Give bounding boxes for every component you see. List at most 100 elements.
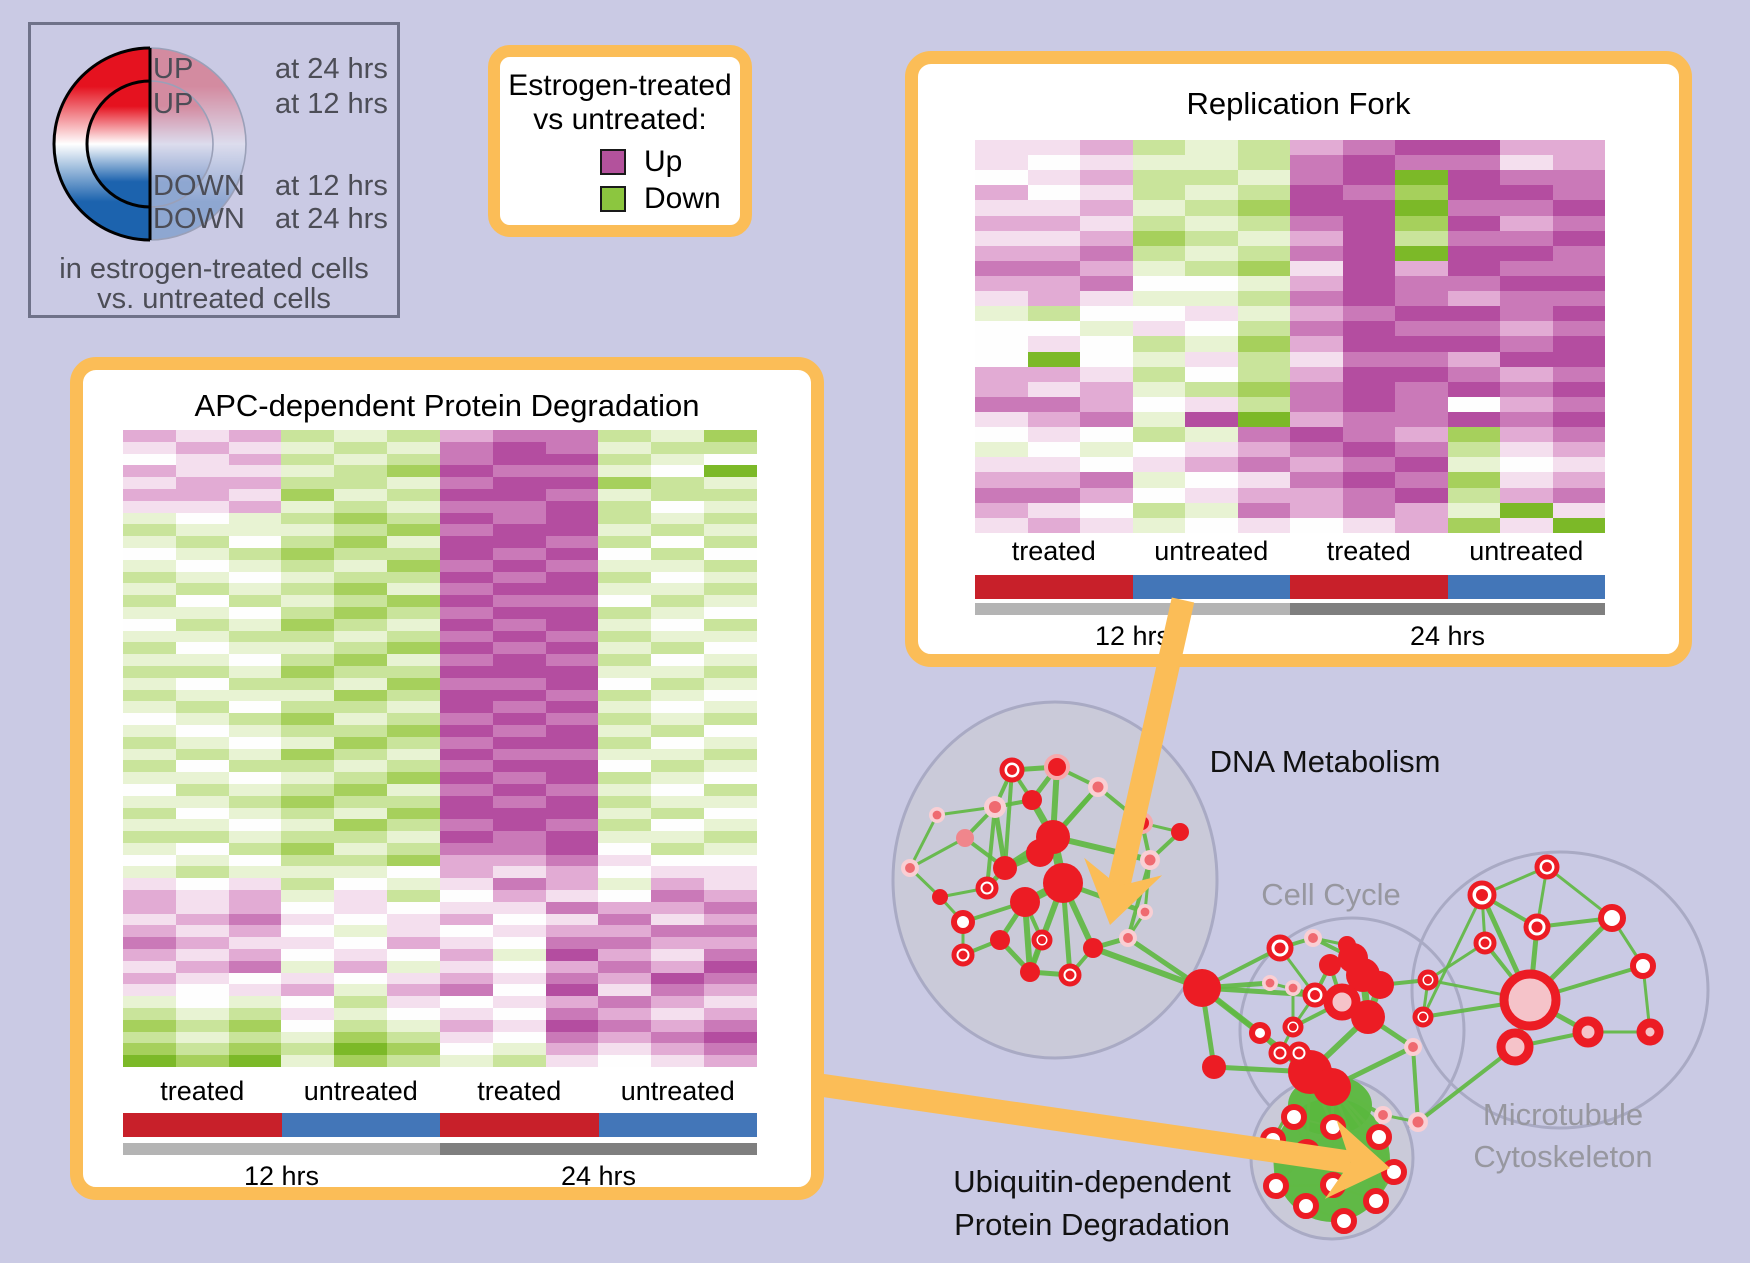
network-edge (1343, 1200, 1377, 1222)
network-edge (993, 769, 1014, 808)
heatmap-cell (545, 724, 599, 737)
heatmap-row (123, 724, 757, 737)
heatmap-cell (387, 1043, 440, 1056)
heatmap-cell (334, 807, 388, 820)
heatmap-cell (1237, 291, 1290, 307)
network-node (1366, 1124, 1392, 1150)
heatmap-cell (545, 488, 599, 501)
heatmap-cell (704, 713, 757, 725)
heatmap-cell (281, 654, 335, 666)
network-edge (1330, 1085, 1381, 1139)
scale-direction-label: DOWN (153, 170, 245, 202)
heatmap-cell (545, 854, 599, 867)
heatmap-cell (281, 949, 335, 961)
network-edge (963, 836, 1007, 870)
heatmap-cell (545, 984, 599, 997)
heatmap-cell (1290, 381, 1343, 397)
network-node-core (1542, 862, 1552, 872)
heatmap-cell (1500, 381, 1553, 397)
network-node (1263, 1173, 1289, 1199)
heatmap-cell (228, 760, 282, 773)
heatmap-cell (975, 155, 1028, 171)
condition-group-label: treated (477, 1076, 562, 1106)
network-edge (1610, 917, 1645, 967)
heatmap-cell (175, 618, 229, 631)
heatmap-cell (175, 512, 229, 525)
heatmap-cell (598, 748, 652, 761)
heatmap-cell (1290, 260, 1343, 276)
network-edge (1027, 881, 1066, 974)
heatmap-cell (1342, 502, 1395, 518)
heatmap-cell (334, 465, 388, 478)
heatmap-cell (281, 630, 335, 643)
heatmap-cell (492, 972, 546, 985)
heatmap-cell (545, 583, 599, 596)
heatmap-cell (387, 665, 440, 678)
heatmap-cell (1342, 185, 1395, 201)
network-edge (1200, 986, 1262, 1035)
heatmap-cell (1447, 140, 1500, 156)
network-node-core (988, 800, 1002, 814)
heatmap-cell (492, 1043, 546, 1056)
heatmap-cell (439, 583, 493, 596)
updown-legend-title: Estrogen-treated vs untreated: (500, 69, 740, 137)
heatmap-row (975, 291, 1605, 307)
heatmap-row (123, 618, 757, 631)
heatmap-cell (704, 984, 757, 997)
network-node (1294, 1139, 1320, 1165)
network-node (1031, 929, 1053, 951)
heatmap-cell (1027, 396, 1080, 412)
heatmap-row (975, 472, 1605, 488)
heatmap-cell (1132, 427, 1185, 443)
heatmap-cell (228, 677, 282, 690)
heatmap-cell (334, 665, 388, 678)
heatmap-cell (1447, 230, 1500, 246)
heatmap-cell (1395, 321, 1448, 337)
heatmap-cell (1080, 155, 1133, 171)
heatmap-cell (1500, 230, 1553, 246)
heatmap-cell (1342, 230, 1395, 246)
heatmap-cell (281, 677, 335, 690)
network-edge (1421, 979, 1430, 1018)
heatmap-cell (281, 500, 335, 513)
heatmap-row (975, 260, 1605, 276)
heatmap-cell (1290, 502, 1343, 518)
network-edge (1048, 836, 1068, 884)
heatmap-cell (1132, 502, 1185, 518)
heatmap-cell (1447, 366, 1500, 382)
network-edge (1306, 1151, 1334, 1186)
heatmap-cell (704, 583, 757, 596)
heatmap-cell (281, 960, 335, 973)
heatmap-cell (1395, 275, 1448, 292)
network-node (1171, 823, 1189, 841)
heatmap-cell (175, 901, 229, 914)
heatmap-row (123, 760, 757, 773)
heatmap-cell (175, 937, 229, 950)
heatmap-cell (1027, 215, 1080, 231)
network-edge (1535, 866, 1549, 928)
heatmap-cell (704, 477, 757, 489)
heatmap-cell (1552, 336, 1605, 352)
condition-color-bar (975, 575, 1133, 599)
heatmap-cell (1027, 170, 1080, 186)
heatmap-cell (1080, 502, 1133, 518)
heatmap-cell (175, 524, 229, 537)
heatmap-cell (545, 654, 599, 666)
heatmap-cell (1552, 502, 1605, 518)
network-node (1320, 1114, 1346, 1140)
edge-density-blob (1274, 1098, 1390, 1222)
heatmap-cell (492, 453, 546, 466)
heatmap-cell (1185, 472, 1238, 488)
heatmap-cell (1552, 230, 1605, 246)
heatmap-cell (1237, 396, 1290, 412)
heatmap-cell (1185, 442, 1238, 458)
heatmap-cell (598, 736, 652, 749)
heatmap-cell (1290, 366, 1343, 382)
heatmap-cell (387, 878, 440, 891)
heatmap-cell (704, 1055, 757, 1068)
heatmap-cell (704, 878, 757, 891)
heatmap-cell (1447, 306, 1500, 322)
heatmap-cell (281, 1055, 335, 1068)
network-edge (1126, 935, 1204, 991)
heatmap-cell (1395, 351, 1448, 367)
